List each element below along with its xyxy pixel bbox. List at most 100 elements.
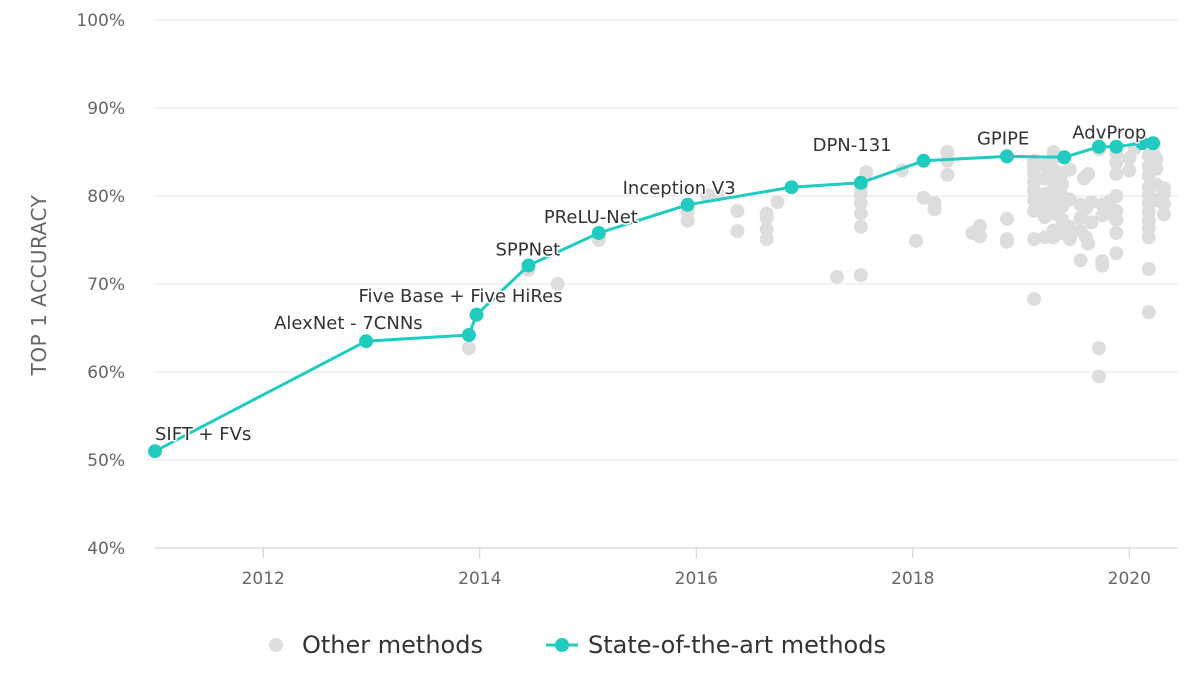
y-tick-label: 40% [87,539,125,559]
legend-sota-label: State-of-the-art methods [588,631,886,659]
other-method-point[interactable] [1095,254,1110,269]
x-tick-label: 2020 [1108,569,1151,589]
other-method-point[interactable] [1156,196,1171,211]
y-axis-title: TOP 1 ACCURACY [27,194,51,376]
other-methods-series [461,141,1171,384]
other-method-point[interactable] [972,218,987,233]
sota-method-point[interactable] [1091,139,1106,154]
other-method-point[interactable] [909,233,924,248]
other-method-point[interactable] [853,206,868,221]
other-method-point[interactable] [940,167,955,182]
data-label: AdvProp [1072,123,1146,144]
other-method-point[interactable] [1091,369,1106,384]
other-method-point[interactable] [1149,161,1164,176]
data-label: PReLU-Net [544,207,638,228]
x-tick-label: 2014 [458,569,501,589]
sota-method-point[interactable] [1135,136,1150,151]
sota-method-point[interactable] [148,444,162,459]
other-method-point[interactable] [1062,162,1077,177]
sota-method-point[interactable] [521,258,536,273]
other-method-point[interactable] [1081,167,1096,181]
other-method-point[interactable] [759,232,774,247]
legend[interactable]: Other methods State-of-the-art methods [269,631,886,659]
other-method-point[interactable] [1109,246,1124,261]
y-tick-label: 50% [87,451,125,471]
other-method-point[interactable] [830,269,844,284]
other-method-point[interactable] [859,165,874,180]
sota-method-point[interactable] [999,149,1014,164]
other-method-point[interactable] [927,202,942,217]
other-method-point[interactable] [972,229,987,244]
other-method-point[interactable] [730,224,745,239]
sota-method-point[interactable] [461,328,476,343]
other-method-point[interactable] [759,211,774,225]
sota-line [154,141,1154,453]
other-method-point[interactable] [999,234,1014,249]
x-axis-ticks: 2012 2014 2016 2018 2020 [242,548,1151,589]
other-method-point[interactable] [1141,305,1156,320]
legend-other-label: Other methods [302,631,483,659]
data-label: DPN-131 [813,135,892,156]
legend-other-marker [269,638,283,652]
other-method-point[interactable] [1109,189,1124,203]
sota-method-point[interactable] [1146,136,1161,151]
other-method-point[interactable] [1062,232,1077,247]
other-method-point[interactable] [1122,163,1137,178]
other-method-point[interactable] [1084,195,1099,210]
sota-method-point[interactable] [680,197,695,212]
sota-method-point[interactable] [591,225,606,240]
sota-method-point[interactable] [359,334,374,349]
data-label: Inception V3 [623,178,736,199]
data-labels: SIFT + FVs AlexNet - 7CNNs Five Base + Fiv… [154,121,1148,446]
sota-method-point[interactable] [916,153,931,168]
y-tick-label: 70% [87,275,125,295]
other-method-point[interactable] [1109,225,1124,240]
legend-item-other[interactable]: Other methods [269,631,483,659]
sota-method-point[interactable] [469,307,484,322]
grid-lines [155,19,1178,549]
x-tick-label: 2018 [891,569,934,589]
other-method-point[interactable] [1055,177,1070,192]
data-label: GPIPE [977,128,1029,149]
y-tick-label: 60% [87,363,125,383]
other-method-point[interactable] [461,341,476,356]
other-method-point[interactable] [1084,215,1099,230]
other-method-point[interactable] [730,203,745,218]
sota-methods-series [148,136,1161,459]
other-method-point[interactable] [1062,192,1077,207]
other-method-point[interactable] [759,222,774,237]
other-method-point[interactable] [1027,203,1042,218]
other-method-point[interactable] [853,268,868,283]
sota-method-point[interactable] [853,175,868,190]
sota-method-point[interactable] [784,180,799,195]
other-method-point[interactable] [1109,167,1124,181]
other-method-point[interactable] [1027,193,1042,208]
data-label: Five Base + Five HiRes [359,286,563,307]
legend-item-sota[interactable]: State-of-the-art methods [546,631,886,659]
other-method-point[interactable] [1109,203,1124,218]
x-tick-label: 2016 [675,569,718,589]
other-method-point[interactable] [1027,232,1042,247]
other-method-point[interactable] [853,219,868,234]
other-method-point[interactable] [1081,236,1096,251]
sota-method-point[interactable] [1057,150,1072,165]
other-method-point[interactable] [1027,291,1042,306]
other-method-point[interactable] [1091,341,1106,356]
other-method-point[interactable] [1073,253,1088,268]
other-method-point[interactable] [1146,146,1161,161]
x-tick-label: 2012 [242,569,285,589]
data-label: SPPNet [495,240,560,261]
other-method-point[interactable] [1062,219,1077,234]
other-method-point[interactable] [770,195,785,210]
other-method-point[interactable] [1156,207,1171,222]
other-method-point[interactable] [1156,181,1171,196]
sota-method-point[interactable] [1109,139,1124,154]
y-tick-label: 80% [87,187,125,207]
other-method-point[interactable] [550,277,565,291]
y-tick-label: 100% [76,11,125,31]
other-method-point[interactable] [999,211,1014,226]
other-method-point[interactable] [916,190,931,205]
other-method-point[interactable] [1141,262,1156,277]
other-method-point[interactable] [700,188,715,203]
